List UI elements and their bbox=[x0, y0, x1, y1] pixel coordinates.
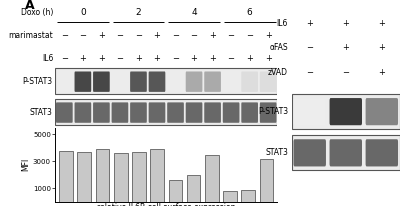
X-axis label: relative IL6R cell surface expression: relative IL6R cell surface expression bbox=[97, 203, 235, 206]
FancyBboxPatch shape bbox=[293, 139, 326, 166]
Text: −: − bbox=[228, 31, 235, 40]
FancyBboxPatch shape bbox=[260, 102, 277, 123]
FancyBboxPatch shape bbox=[167, 102, 184, 123]
FancyBboxPatch shape bbox=[293, 98, 326, 125]
Bar bbox=[55, 99, 277, 125]
Text: −: − bbox=[116, 54, 124, 63]
Text: −: − bbox=[135, 31, 142, 40]
FancyBboxPatch shape bbox=[186, 102, 202, 123]
Text: 4: 4 bbox=[191, 8, 197, 16]
Text: STAT3: STAT3 bbox=[29, 108, 52, 117]
Text: P-STAT3: P-STAT3 bbox=[258, 107, 288, 116]
Text: −: − bbox=[80, 31, 86, 40]
Text: +: + bbox=[246, 54, 253, 63]
Text: +: + bbox=[209, 54, 216, 63]
FancyBboxPatch shape bbox=[330, 139, 362, 166]
Bar bbox=[114, 153, 128, 202]
Bar bbox=[169, 180, 182, 202]
Text: −: − bbox=[246, 31, 253, 40]
FancyBboxPatch shape bbox=[93, 102, 110, 123]
Text: +: + bbox=[80, 54, 86, 63]
Text: +: + bbox=[153, 54, 160, 63]
Bar bbox=[78, 152, 91, 202]
Text: +: + bbox=[306, 19, 313, 28]
Text: IL6: IL6 bbox=[42, 54, 53, 63]
Text: +: + bbox=[153, 31, 160, 40]
Text: +: + bbox=[98, 31, 105, 40]
FancyBboxPatch shape bbox=[75, 102, 91, 123]
Text: STAT3: STAT3 bbox=[265, 148, 288, 157]
Text: −: − bbox=[191, 31, 197, 40]
Bar bbox=[55, 68, 277, 94]
Bar bbox=[292, 135, 400, 170]
Text: αFAS: αFAS bbox=[270, 43, 288, 52]
FancyBboxPatch shape bbox=[241, 102, 258, 123]
Text: +: + bbox=[135, 54, 142, 63]
FancyBboxPatch shape bbox=[223, 102, 239, 123]
FancyBboxPatch shape bbox=[330, 98, 362, 125]
Text: −: − bbox=[172, 31, 179, 40]
Text: Doxo (h): Doxo (h) bbox=[21, 8, 53, 16]
FancyBboxPatch shape bbox=[204, 71, 221, 92]
Text: +: + bbox=[265, 31, 272, 40]
FancyBboxPatch shape bbox=[130, 102, 147, 123]
Text: −: − bbox=[61, 54, 68, 63]
Text: P-STAT3: P-STAT3 bbox=[22, 77, 52, 86]
FancyBboxPatch shape bbox=[112, 102, 128, 123]
Text: −: − bbox=[172, 54, 179, 63]
Text: 0: 0 bbox=[80, 8, 86, 16]
Text: −: − bbox=[116, 31, 124, 40]
Text: 6: 6 bbox=[247, 8, 253, 16]
Bar bbox=[205, 155, 219, 202]
FancyBboxPatch shape bbox=[149, 71, 165, 92]
Text: IL6: IL6 bbox=[277, 19, 288, 28]
Text: A: A bbox=[25, 0, 35, 12]
Text: +: + bbox=[209, 31, 216, 40]
Bar bbox=[59, 151, 73, 202]
FancyBboxPatch shape bbox=[366, 139, 398, 166]
Text: +: + bbox=[342, 43, 349, 52]
FancyBboxPatch shape bbox=[241, 71, 258, 92]
Text: +: + bbox=[265, 54, 272, 63]
FancyBboxPatch shape bbox=[260, 71, 277, 92]
Bar bbox=[132, 152, 146, 202]
Bar bbox=[95, 149, 109, 202]
Text: 2: 2 bbox=[135, 8, 141, 16]
Text: −: − bbox=[61, 31, 68, 40]
Text: +: + bbox=[98, 54, 105, 63]
Bar bbox=[242, 190, 255, 202]
FancyBboxPatch shape bbox=[149, 102, 165, 123]
FancyBboxPatch shape bbox=[93, 71, 110, 92]
Y-axis label: MFI: MFI bbox=[21, 158, 30, 171]
Text: +: + bbox=[378, 43, 385, 52]
Bar bbox=[259, 159, 273, 202]
Text: −: − bbox=[342, 68, 349, 77]
Text: +: + bbox=[342, 19, 349, 28]
Bar bbox=[223, 191, 237, 202]
Text: −: − bbox=[228, 54, 235, 63]
Bar bbox=[187, 175, 200, 202]
Bar bbox=[150, 149, 164, 202]
Text: −: − bbox=[306, 68, 313, 77]
Text: zVAD: zVAD bbox=[268, 68, 288, 77]
Text: +: + bbox=[378, 68, 385, 77]
Text: +: + bbox=[191, 54, 197, 63]
Text: +: + bbox=[378, 19, 385, 28]
FancyBboxPatch shape bbox=[75, 71, 91, 92]
Bar bbox=[292, 94, 400, 129]
FancyBboxPatch shape bbox=[56, 102, 73, 123]
Text: marimastat: marimastat bbox=[9, 31, 53, 40]
FancyBboxPatch shape bbox=[130, 71, 147, 92]
FancyBboxPatch shape bbox=[204, 102, 221, 123]
FancyBboxPatch shape bbox=[366, 98, 398, 125]
Text: −: − bbox=[306, 43, 313, 52]
FancyBboxPatch shape bbox=[186, 71, 202, 92]
